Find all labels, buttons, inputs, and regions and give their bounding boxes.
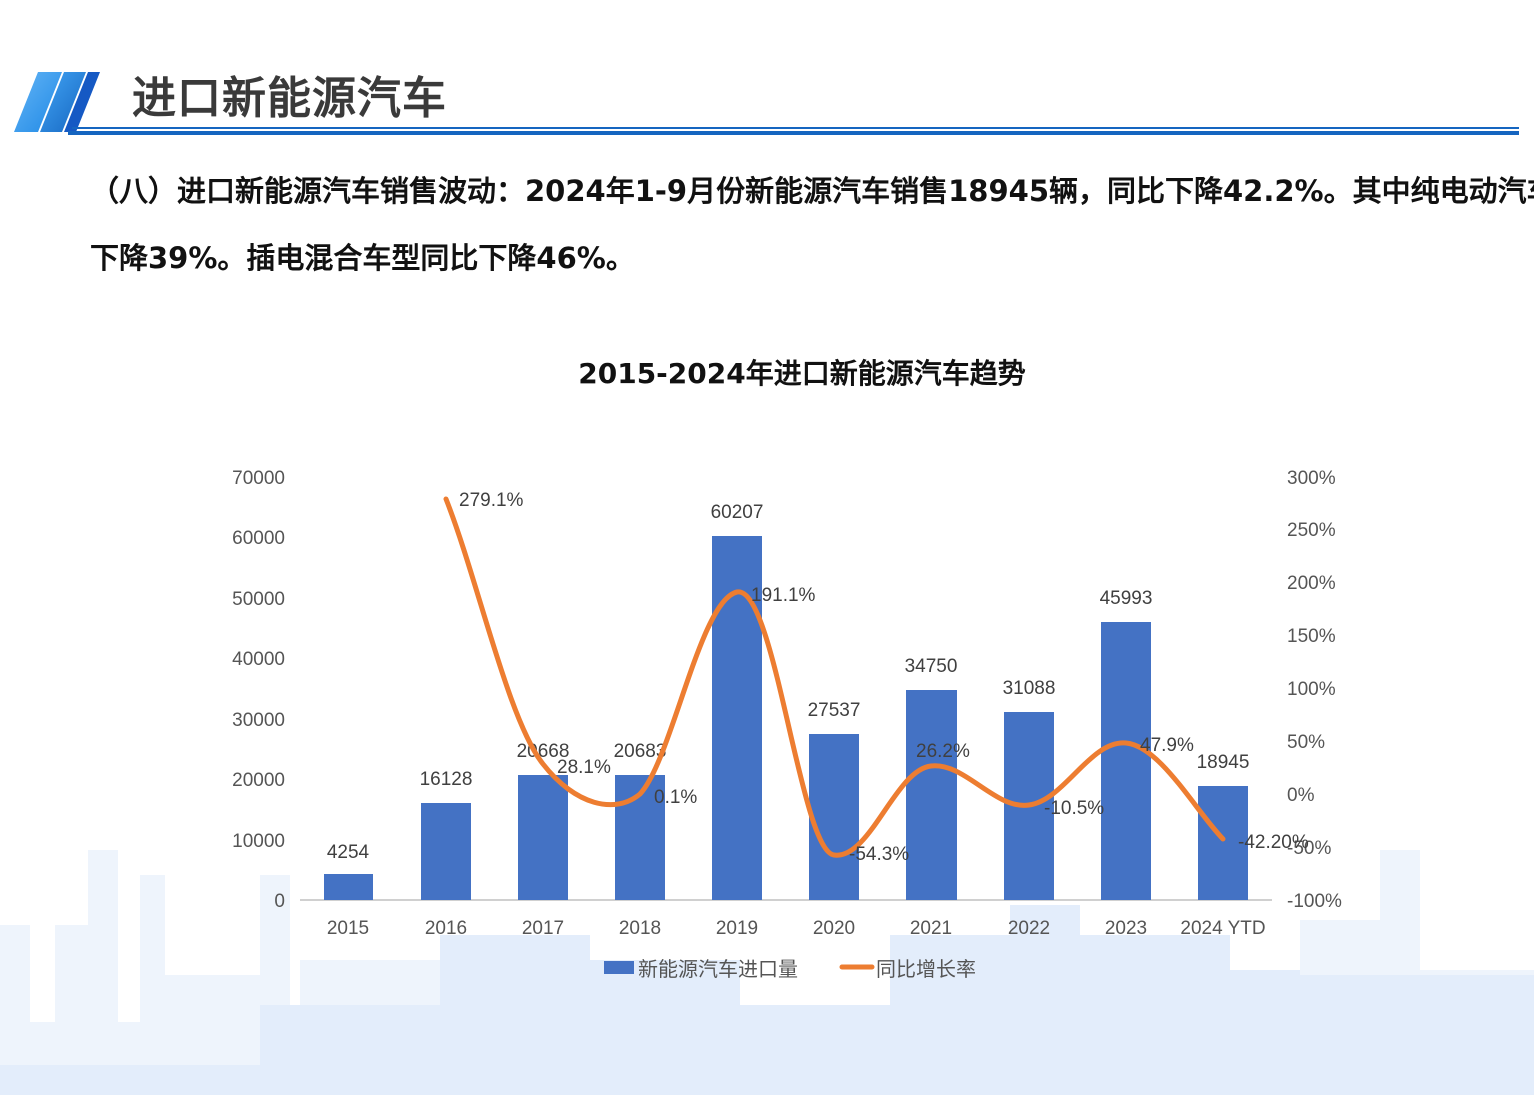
bar-2021: [906, 690, 957, 900]
y2-tick: 150%: [1287, 626, 1336, 647]
summary-paragraph-line-1: （八）进口新能源汽车销售波动：2024年1-9月份新能源汽车销售18945辆，同…: [90, 174, 1534, 208]
y-tick: 40000: [232, 649, 285, 670]
section-header-decoration: [14, 72, 1519, 135]
right-y-axis: -100% -50% 0% 50% 100% 150% 200% 250% 30…: [1287, 468, 1342, 912]
bar-label: 45993: [1100, 588, 1153, 609]
y2-tick: -100%: [1287, 891, 1342, 912]
y2-tick: 200%: [1287, 573, 1336, 594]
x-tick: 2022: [1008, 918, 1050, 939]
bar-2016: [421, 803, 471, 900]
line-data-labels: 279.1% 28.1% 0.1% 191.1% -54.3% 26.2% -1…: [459, 490, 1309, 865]
x-tick: 2021: [910, 918, 952, 939]
y-tick: 10000: [232, 831, 285, 852]
legend-bar-label: 新能源汽车进口量: [638, 958, 798, 981]
line-label: -54.3%: [849, 844, 909, 865]
growth-rate-line: [443, 496, 1226, 858]
stripe-3: [64, 72, 100, 132]
line-label: 28.1%: [557, 757, 611, 778]
y2-tick: 100%: [1287, 679, 1336, 700]
bar-2020: [809, 734, 859, 900]
bar-2019: [712, 536, 762, 900]
y2-tick: 250%: [1287, 520, 1336, 541]
bar-2024-ytd: [1198, 786, 1248, 900]
line-label: 26.2%: [916, 741, 970, 762]
chart-title: 2015-2024年进口新能源汽车趋势: [578, 357, 1026, 390]
line-label: -42.20%: [1238, 832, 1309, 853]
y-tick: 50000: [232, 589, 285, 610]
header-underline-thin: [72, 127, 1519, 129]
y-tick: 60000: [232, 528, 285, 549]
left-y-axis: 0 10000 20000 30000 40000 50000 60000 70…: [232, 468, 285, 912]
line-label: 279.1%: [459, 490, 524, 511]
bar-label: 31088: [1003, 678, 1056, 699]
y-tick: 70000: [232, 468, 285, 489]
x-tick: 2015: [327, 918, 369, 939]
y-tick: 20000: [232, 770, 285, 791]
bar-2015: [324, 874, 373, 900]
bar-label: 20683: [614, 741, 667, 762]
legend-bar-swatch: [604, 961, 634, 974]
x-tick: 2020: [813, 918, 855, 939]
stripe-2: [40, 72, 86, 132]
x-tick: 2023: [1105, 918, 1147, 939]
summary-paragraph-line-2: 下降39%。插电混合车型同比下降46%。: [90, 241, 635, 275]
y-tick: 30000: [232, 710, 285, 731]
y2-tick: 0%: [1287, 785, 1315, 806]
y2-tick: 300%: [1287, 468, 1336, 489]
y2-tick: -50%: [1287, 838, 1331, 859]
legend-line-label: 同比增长率: [876, 958, 976, 981]
bar-label: 27537: [808, 700, 861, 721]
bar-label: 60207: [711, 502, 764, 523]
header-underline-thick: [68, 131, 1519, 135]
x-axis-labels: 2015 2016 2017 2018 2019 2020 2021 2022 …: [327, 918, 1266, 939]
chart-legend: 新能源汽车进口量 同比增长率: [604, 958, 976, 981]
x-tick: 2024 YTD: [1180, 918, 1265, 939]
bar-2023: [1101, 622, 1151, 900]
stripe-1: [14, 72, 62, 132]
line-label: 47.9%: [1140, 735, 1194, 756]
line-label: -10.5%: [1044, 798, 1104, 819]
x-tick: 2017: [522, 918, 564, 939]
bar-label: 4254: [327, 842, 370, 863]
x-tick: 2018: [619, 918, 661, 939]
bar-label: 34750: [905, 656, 958, 677]
x-tick: 2016: [425, 918, 467, 939]
x-tick: 2019: [716, 918, 758, 939]
y-tick: 0: [274, 891, 285, 912]
line-label: 0.1%: [654, 787, 697, 808]
bar-label: 16128: [420, 769, 473, 790]
bar-2017: [518, 775, 568, 900]
y2-tick: 50%: [1287, 732, 1325, 753]
line-label: 191.1%: [751, 585, 816, 606]
bar-label: 18945: [1197, 752, 1250, 773]
section-title: 进口新能源汽车: [132, 73, 447, 124]
